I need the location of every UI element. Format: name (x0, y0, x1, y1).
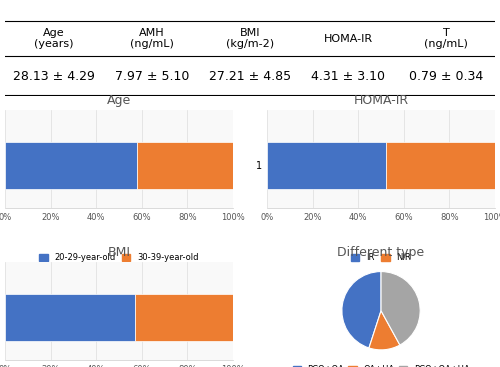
Text: 0.79 ± 0.34: 0.79 ± 0.34 (409, 70, 483, 83)
Bar (5, 142, 137, 189)
Text: 28.13 ± 4.29: 28.13 ± 4.29 (13, 70, 95, 83)
Text: AMH
(ng/mL): AMH (ng/mL) (130, 28, 174, 49)
Text: 7.97 ± 5.10: 7.97 ± 5.10 (115, 70, 189, 83)
Text: HOMA-IR: HOMA-IR (324, 33, 372, 44)
Legend: IR, NIR: IR, NIR (351, 254, 411, 262)
Title: Different type: Different type (338, 246, 424, 259)
Bar (5, 294, 135, 341)
Text: 4.31 ± 3.10: 4.31 ± 3.10 (311, 70, 385, 83)
Title: BMI: BMI (108, 246, 130, 259)
Title: Age: Age (107, 94, 131, 108)
Legend: PCO+OA, OA+HA, PCO+OA+HA: PCO+OA, OA+HA, PCO+OA+HA (289, 361, 473, 367)
Text: BMI
(kg/m-2): BMI (kg/m-2) (226, 28, 274, 49)
Bar (135, 294, 233, 341)
Text: T
(ng/mL): T (ng/mL) (424, 28, 468, 49)
Title: HOMA-IR: HOMA-IR (354, 94, 408, 108)
Wedge shape (342, 272, 381, 348)
Bar (386, 142, 495, 189)
Text: 27.21 ± 4.85: 27.21 ± 4.85 (209, 70, 291, 83)
Wedge shape (369, 311, 400, 350)
Bar (137, 142, 233, 189)
Legend: 20-29-year-old, 30-39-year-old: 20-29-year-old, 30-39-year-old (39, 254, 198, 262)
Text: Age
(years): Age (years) (34, 28, 74, 49)
Bar (267, 142, 386, 189)
Wedge shape (381, 272, 420, 345)
